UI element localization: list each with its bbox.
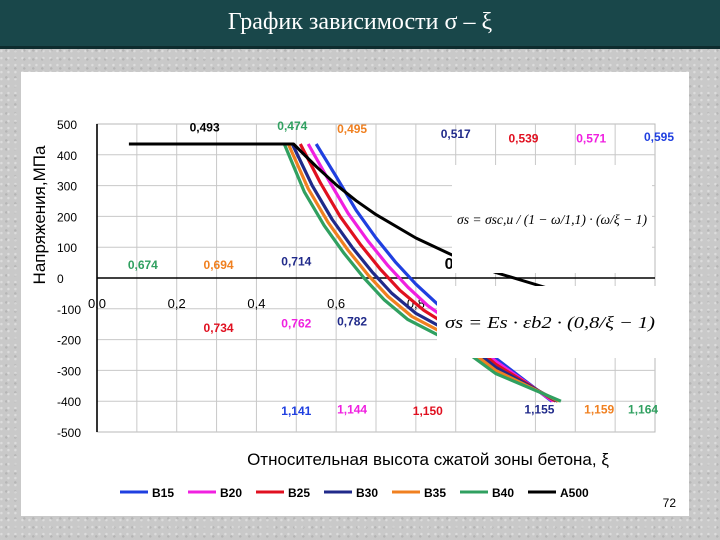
x-tick-label: 0,2	[168, 296, 186, 311]
annotation-label: 1,150	[413, 404, 443, 418]
legend-label: B35	[424, 486, 446, 500]
annotation-label: 0,694	[204, 258, 234, 272]
legend-label: B15	[152, 486, 174, 500]
annotation-label: 0,762	[281, 316, 311, 330]
page-number: 72	[662, 496, 676, 510]
annotation-label: 0,493	[190, 121, 220, 135]
annotation-label: 0,674	[128, 258, 158, 272]
legend-label: B25	[288, 486, 310, 500]
y-tick-label: 300	[57, 180, 77, 194]
y-tick-label: 500	[57, 118, 77, 132]
y-tick-label: -200	[57, 334, 81, 348]
chart-legend: B15 B20 B25 B30 B35 B40 A500	[120, 486, 589, 500]
y-tick-label: 100	[57, 241, 77, 255]
y-tick-label: 200	[57, 210, 77, 224]
annotation-label: 1,155	[524, 403, 554, 417]
y-tick-label: -300	[57, 364, 81, 378]
chart-annotations: 0,493 0,474 0,495 0,517 0,539 0,571 0,595 0,674…	[128, 119, 675, 418]
formula-top: σs = σsc,u / (1 − ω/1,1) · (ω/ξ − 1)	[457, 213, 647, 228]
series-line-a500	[128, 142, 655, 317]
annotation-label: 1,159	[584, 403, 614, 417]
annotation-label: 0,595	[644, 130, 674, 144]
y-tick-label: -500	[57, 426, 81, 440]
annotation-label: 0,734	[204, 321, 234, 335]
legend-label: B30	[356, 486, 378, 500]
annotation-label: 0,714	[281, 255, 311, 269]
annotation-label: 0,539	[508, 131, 538, 145]
title-bar: График зависимости σ – ξ	[0, 0, 720, 49]
formula-bottom: σs = Es · εb2 · (0,8/ξ − 1)	[445, 313, 655, 332]
series-line-b40	[282, 143, 562, 403]
x-tick-label: 0,4	[247, 296, 265, 311]
annotation-label: 0,782	[337, 315, 367, 329]
annotation-label: 1,144	[337, 403, 367, 417]
y-tick-label: -400	[57, 395, 81, 409]
annotation-label: 1,141	[281, 404, 311, 418]
slide-title: График зависимости σ – ξ	[227, 9, 493, 35]
y-tick-label: 400	[57, 149, 77, 163]
annotation-label: 0,571	[576, 131, 606, 145]
x-tick-label: 0,6	[327, 296, 345, 311]
y-tick-label: -100	[57, 303, 81, 317]
x-axis-label: Относительная высота сжатой зоны бетона,…	[247, 450, 609, 469]
formula-box-top: σs = σsc,u / (1 − ω/1,1) · (ω/ξ − 1)	[452, 165, 652, 273]
chart-ticks: 500 400 300 200 100 0 -100 -200 -300 -400 -500 0,0 0…	[57, 118, 584, 440]
annotation-label: 0,495	[337, 122, 367, 136]
y-axis-label: Напряжения,МПа	[30, 145, 49, 284]
y-tick-label: 0	[57, 272, 64, 286]
legend-label: B20	[220, 486, 242, 500]
legend-label: A500	[560, 486, 589, 500]
annotation-label: 1,164	[628, 403, 658, 417]
annotation-label: 0,517	[441, 127, 471, 141]
formula-box-bottom: σs = Es · εb2 · (0,8/ξ − 1)	[437, 286, 662, 358]
x-tick-label: 0,0	[88, 296, 106, 311]
annotation-label: 0,474	[277, 119, 307, 133]
legend-label: B40	[492, 486, 514, 500]
